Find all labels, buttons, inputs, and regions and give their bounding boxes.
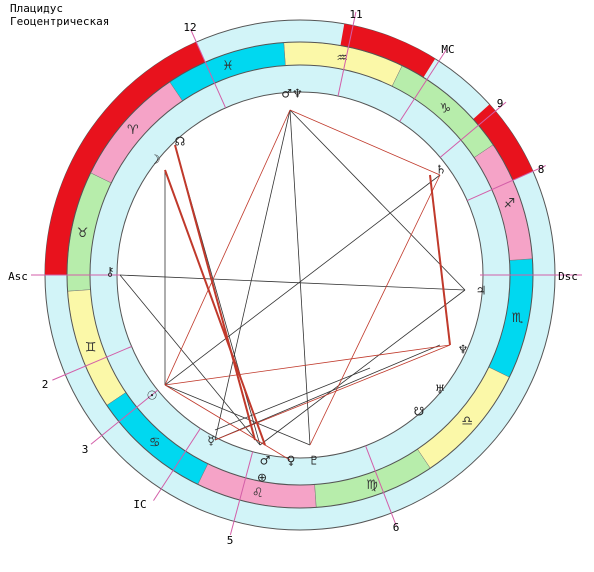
house-label: MC <box>441 43 454 56</box>
aspect-line <box>164 384 311 446</box>
planet: ⊕ <box>257 471 267 485</box>
sign-glyph: ♉ <box>77 226 89 241</box>
planet: ☊ <box>175 135 186 149</box>
house-label: 2 <box>42 378 49 391</box>
house-label: Asc <box>8 270 28 283</box>
planet: ♅ <box>435 383 446 397</box>
aspects <box>119 109 466 461</box>
aspect-line <box>289 109 441 176</box>
house-cusp <box>52 346 132 381</box>
sign-glyph: ♋ <box>149 436 161 451</box>
house-highlight <box>340 23 436 78</box>
aspect-line <box>164 169 266 446</box>
planet: ♂ <box>260 454 271 468</box>
title: Плацидус <box>10 2 63 15</box>
sign-glyph: ♓ <box>222 59 234 74</box>
planet: ☉ <box>147 389 158 403</box>
aspect-line <box>164 344 451 386</box>
planet: ♄ <box>436 163 447 177</box>
planet: ♆ <box>458 343 469 357</box>
house-cusp <box>229 451 254 535</box>
house-label: 9 <box>497 97 504 110</box>
aspect-line <box>164 109 291 386</box>
planet: ⚷ <box>106 265 115 279</box>
aspect-line <box>174 144 256 441</box>
aspect-line <box>214 109 291 441</box>
house-cusp <box>90 389 159 445</box>
planet: ♃ <box>476 284 487 298</box>
house-label: IC <box>133 498 146 511</box>
house-label: 3 <box>82 443 89 456</box>
sign-glyph: ♑ <box>439 101 451 116</box>
aspect-line <box>289 109 466 291</box>
house-cusp <box>365 445 397 527</box>
house-label: 5 <box>227 534 234 547</box>
aspect-line <box>429 174 451 346</box>
aspect-line <box>259 289 466 446</box>
aspect-line <box>214 344 451 441</box>
house-cusp <box>439 101 507 158</box>
house-cusp <box>190 29 227 109</box>
house-label: 8 <box>538 163 545 176</box>
sign-glyph: ♏ <box>512 311 524 326</box>
aspect-line <box>214 344 441 441</box>
aspect-line <box>119 274 466 291</box>
planet: ☿ <box>207 434 214 448</box>
sign-glyph: ♍ <box>366 478 378 493</box>
planet: ♇ <box>309 454 320 468</box>
sign-glyph: ♒ <box>336 51 348 66</box>
planet: ☽ <box>150 153 161 167</box>
house-cusp <box>153 428 201 501</box>
planet: ☋ <box>414 405 425 419</box>
house-label: 12 <box>183 21 196 34</box>
subtitle: Геоцентрическая <box>10 15 109 28</box>
house-highlight <box>45 42 206 275</box>
house-highlight <box>473 104 533 181</box>
aspect-line <box>309 174 441 446</box>
planet: ♂♆ <box>281 87 303 101</box>
aspect-line <box>214 367 371 431</box>
aspect-line <box>119 274 261 446</box>
aspect-line <box>289 109 311 446</box>
house-cusp <box>399 49 447 122</box>
aspect-line <box>164 384 291 461</box>
sign-glyph: ♊ <box>85 341 97 356</box>
sign-glyph: ♐ <box>504 196 516 211</box>
sign-glyph: ♈ <box>127 123 139 138</box>
house-label: 11 <box>349 8 362 21</box>
house-label: Dsc <box>558 270 578 283</box>
sign-glyph: ♎ <box>461 414 473 429</box>
planet: ♀ <box>287 454 296 468</box>
house-cusp <box>466 165 546 202</box>
sign-glyph: ♌ <box>252 486 264 501</box>
house-cusp <box>337 11 357 97</box>
house-label: 6 <box>393 521 400 534</box>
aspect-line <box>164 174 441 386</box>
